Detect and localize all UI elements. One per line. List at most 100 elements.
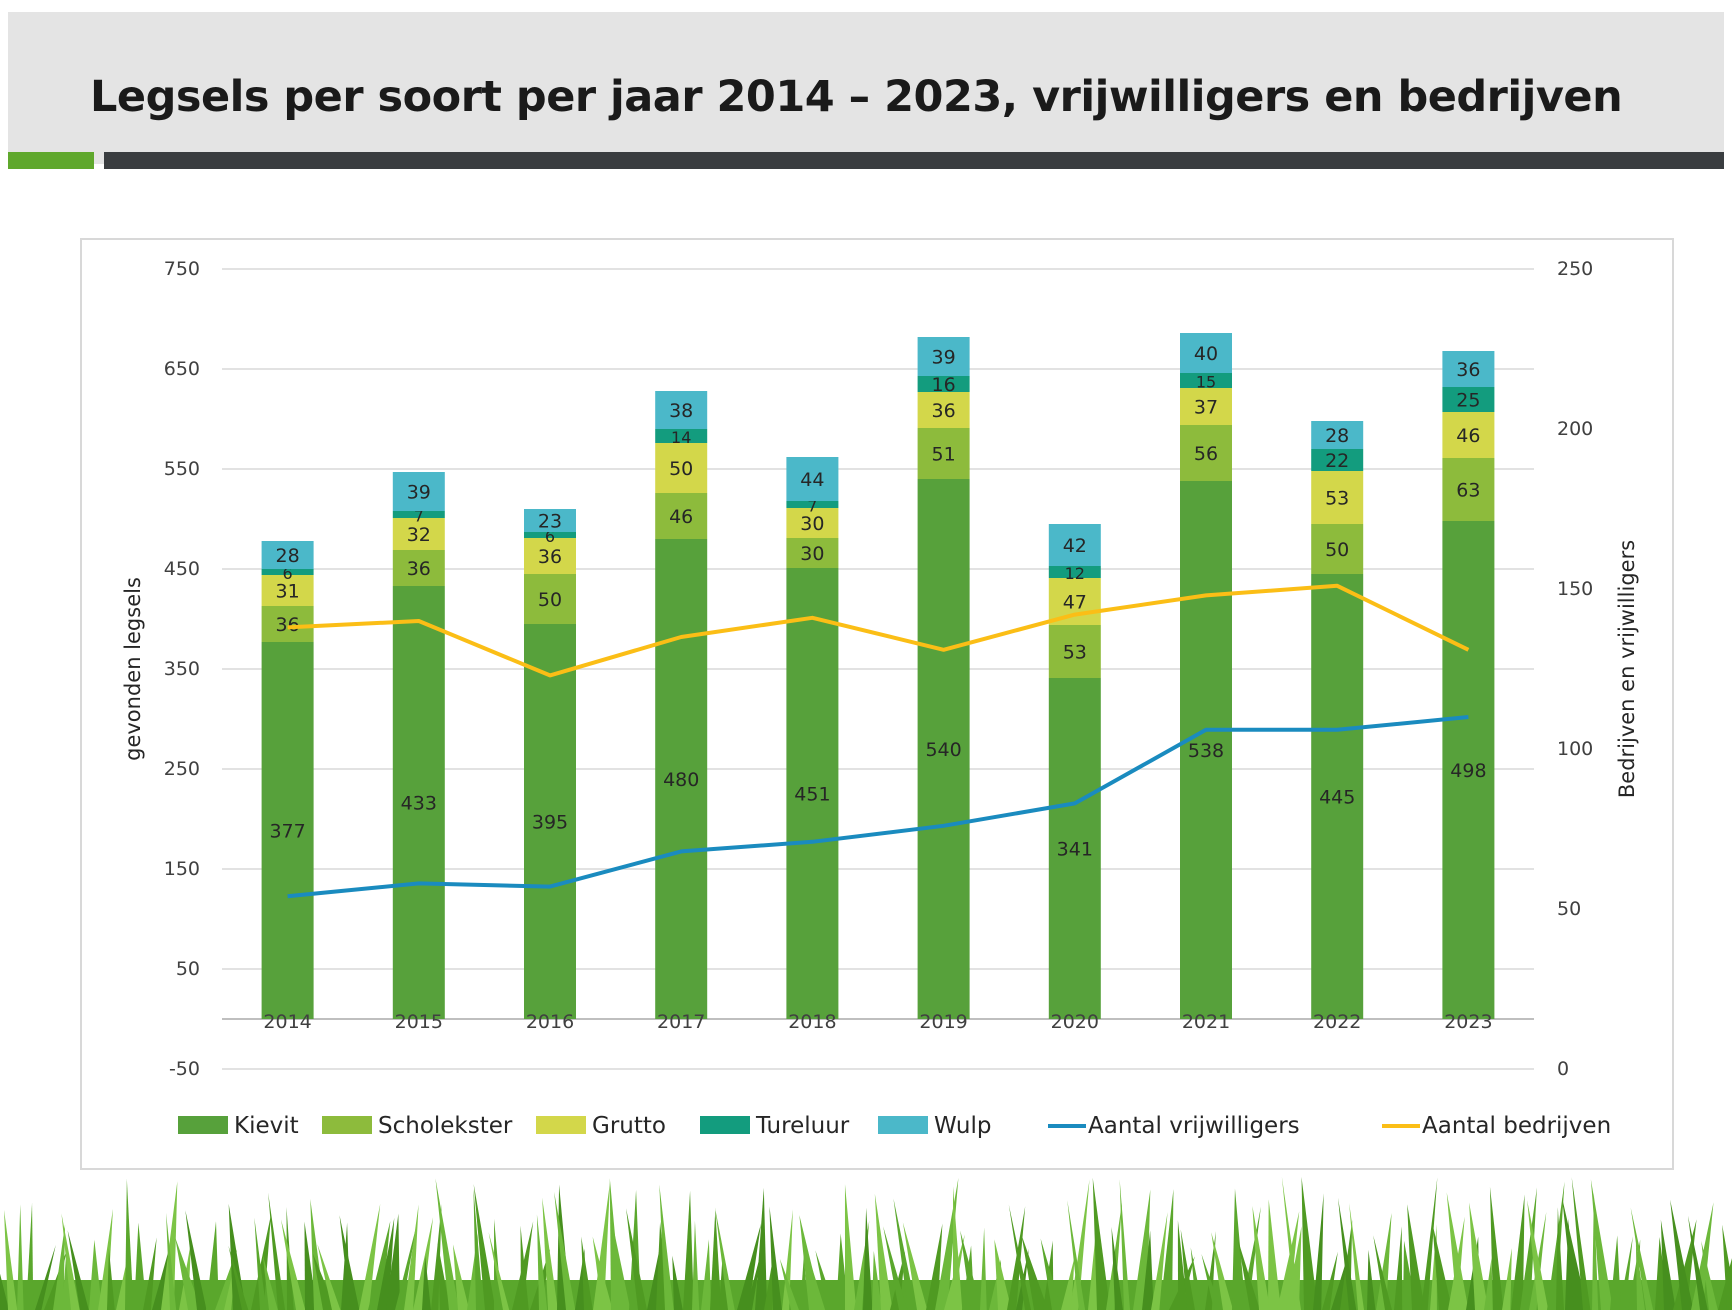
bar-grutto — [524, 538, 576, 574]
grass-blade — [1673, 1219, 1697, 1310]
grass-blade — [1211, 1232, 1234, 1310]
slide-header — [8, 12, 1724, 164]
grass-blade — [1007, 1206, 1026, 1310]
grass-blade — [935, 1177, 959, 1310]
grass-blade — [26, 1202, 34, 1310]
data-label: 7 — [807, 497, 817, 516]
grass-blade — [1484, 1257, 1493, 1310]
grass-blade — [1547, 1181, 1565, 1310]
bar-kievit — [1442, 521, 1495, 1019]
bar-scholekster — [261, 606, 314, 642]
grass-blade — [1571, 1177, 1591, 1310]
y-tick-label: 250 — [164, 758, 200, 780]
y-tick-label: 550 — [164, 458, 200, 480]
grass-blade — [1691, 1202, 1714, 1310]
grass-blade — [672, 1255, 683, 1310]
x-tick-label: 2017 — [657, 1011, 705, 1033]
bar-tureluur — [786, 501, 839, 508]
grass-blade — [1701, 1241, 1718, 1310]
data-label: 28 — [276, 545, 300, 567]
grass-blade — [844, 1184, 857, 1310]
data-label: 538 — [1188, 740, 1224, 762]
grass-blade — [143, 1237, 157, 1310]
data-label: 6 — [545, 527, 555, 546]
grass-blade — [1313, 1193, 1324, 1310]
grass-blade — [610, 1212, 631, 1310]
header-accent-bar — [104, 152, 1724, 169]
bar-scholekster — [1180, 425, 1232, 481]
grass-blade — [807, 1253, 826, 1310]
data-label: 36 — [276, 614, 300, 636]
data-label: 50 — [538, 589, 562, 611]
grass-blade — [317, 1244, 341, 1310]
bar-wulp — [655, 391, 708, 429]
grass-blade — [1660, 1219, 1676, 1310]
data-label: 53 — [1063, 642, 1087, 664]
grass-blade — [1177, 1220, 1188, 1310]
data-label: 445 — [1319, 787, 1355, 809]
y2-axis-title: Bedrijven en vrijwilligers — [1615, 540, 1639, 798]
grass-blade — [437, 1242, 451, 1310]
grass-blade — [893, 1198, 917, 1310]
data-label: 39 — [407, 482, 431, 504]
data-label: 451 — [794, 784, 830, 806]
grass-blade — [1367, 1249, 1376, 1310]
legend-label: Kievit — [234, 1113, 299, 1139]
grass-blade — [53, 1224, 66, 1310]
grass-blade — [1201, 1254, 1222, 1310]
grass-blade — [701, 1239, 712, 1310]
bar-grutto — [1180, 388, 1232, 425]
grass-blade — [1619, 1236, 1633, 1310]
data-label: 377 — [269, 821, 305, 843]
bar-grutto — [1311, 471, 1364, 524]
bar-kievit — [786, 568, 839, 1019]
y2-tick-label: 150 — [1557, 578, 1593, 600]
grass-blade — [542, 1197, 558, 1310]
data-label: 25 — [1456, 390, 1480, 412]
data-label: 38 — [669, 400, 693, 422]
legend-label: Aantal bedrijven — [1422, 1113, 1611, 1139]
legend-swatch — [878, 1116, 928, 1134]
bar-kievit — [655, 539, 708, 1019]
grass-blade — [1527, 1200, 1549, 1310]
bar-grutto — [917, 392, 970, 428]
bar-wulp — [1442, 351, 1495, 387]
data-label: 37 — [1194, 397, 1218, 419]
grass-blade — [1277, 1211, 1300, 1310]
grass-blade — [1590, 1179, 1614, 1310]
grass-blade — [262, 1254, 278, 1310]
data-label: 28 — [1325, 425, 1349, 447]
grass-blade — [206, 1221, 219, 1310]
data-label: 36 — [1456, 359, 1480, 381]
grass-blade — [1489, 1186, 1504, 1310]
line-aantal-vrijwilligers — [287, 715, 1469, 899]
data-label: 16 — [932, 374, 956, 396]
grass-blade — [1237, 1238, 1260, 1310]
grass-blade — [782, 1209, 793, 1310]
bar-wulp — [1048, 524, 1101, 566]
grass-blade — [683, 1190, 694, 1310]
line-aantal-bedrijven — [287, 583, 1470, 678]
grass-blade — [1111, 1227, 1123, 1310]
grass-blade — [431, 1203, 442, 1310]
legend-swatch — [178, 1116, 228, 1134]
data-label: 36 — [538, 546, 562, 568]
y-tick-label: 150 — [164, 858, 200, 880]
bar-kievit — [1311, 574, 1364, 1019]
bar-tureluur — [392, 511, 445, 518]
data-label: 44 — [800, 469, 824, 491]
grass-blade — [125, 1178, 134, 1310]
data-label: 31 — [276, 581, 300, 603]
bar-kievit — [1180, 481, 1232, 1019]
legend-label: Scholekster — [378, 1113, 513, 1139]
data-label: 6 — [283, 564, 293, 583]
grass-blade — [1142, 1230, 1154, 1310]
y2-tick-label: 0 — [1557, 1058, 1569, 1080]
bar-wulp — [1180, 333, 1232, 373]
grass-blade — [536, 1214, 548, 1310]
grass-blade — [1232, 1188, 1246, 1310]
data-label: 39 — [932, 347, 956, 369]
legend-label: Aantal vrijwilligers — [1088, 1113, 1300, 1139]
y2-tick-label: 200 — [1557, 418, 1593, 440]
grass-blade — [520, 1225, 529, 1310]
